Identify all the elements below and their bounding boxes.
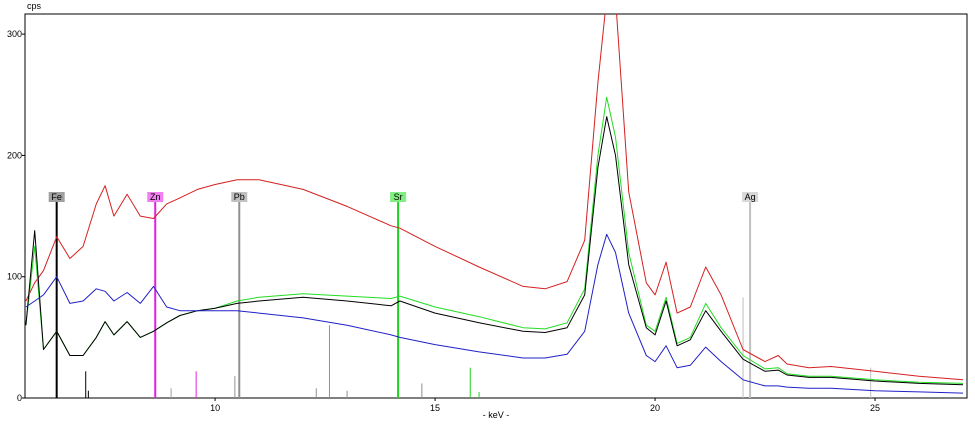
element-label-box: [48, 192, 65, 202]
y-tick-label: 300: [7, 29, 22, 39]
x-tick-label: 25: [870, 403, 880, 413]
element-label-box: [147, 192, 164, 202]
y-tick-label: 100: [7, 272, 22, 282]
y-tick-label: 0: [17, 393, 22, 403]
y-tick-label: 200: [7, 150, 22, 160]
element-label-box: [231, 192, 248, 202]
x-axis-label: - keV -: [483, 410, 510, 420]
element-label: Fe: [51, 192, 62, 202]
y-axis-label: cps: [27, 1, 42, 11]
spectrum-line: [25, 233, 964, 394]
plot-frame: [24, 13, 968, 399]
element-label: Zn: [150, 192, 161, 202]
element-label: Pb: [234, 192, 245, 202]
element-label-box: [390, 192, 407, 202]
x-tick-label: 15: [430, 403, 440, 413]
x-tick-label: 10: [210, 403, 220, 413]
spectrum-line: [25, 116, 964, 386]
spectrum-line: [25, 14, 964, 381]
element-label: Ag: [745, 192, 756, 202]
plot-area: Fe Zn Pb Sr Ag: [25, 14, 964, 398]
x-tick-label: 20: [650, 403, 660, 413]
element-label-box: [742, 192, 759, 202]
element-label: Sr: [394, 192, 403, 202]
